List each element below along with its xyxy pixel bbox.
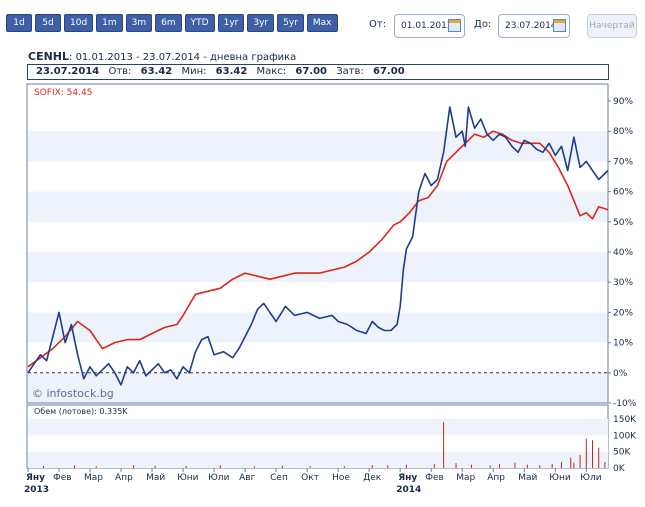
range-button-10d[interactable]: 10d bbox=[64, 14, 94, 32]
range-button-6m[interactable]: 6m bbox=[155, 14, 182, 32]
range-button-1yr[interactable]: 1yr bbox=[217, 14, 245, 32]
range-button-max[interactable]: Max bbox=[306, 14, 338, 32]
volume-grid-band bbox=[28, 419, 608, 436]
range-buttons: 1d 5d 10d 1m 3m 6m YTD 1yr 3yr 5yr Max bbox=[6, 14, 338, 32]
volume-grid-band bbox=[28, 451, 608, 468]
volume-tick-label: 100K bbox=[613, 431, 637, 441]
x-tick-label: Юни bbox=[549, 473, 571, 483]
draw-button[interactable]: Начертай bbox=[587, 14, 637, 38]
x-tick-label: Мар bbox=[84, 473, 103, 483]
grid-band bbox=[28, 372, 608, 403]
y-tick-label: 10% bbox=[613, 339, 633, 349]
max-value: 67.00 bbox=[295, 66, 327, 77]
x-tick-label: Юни bbox=[177, 473, 199, 483]
y-tick-label: 60% bbox=[613, 188, 633, 198]
watermark: © infostock.bg bbox=[32, 387, 114, 400]
x-tick-label: Юли bbox=[208, 473, 229, 483]
stats-bar: 23.07.2014 Отв: 63.42 Мин: 63.42 Макс: 6… bbox=[27, 64, 609, 80]
x-tick-label: Фев bbox=[425, 473, 444, 483]
grid-band bbox=[28, 252, 608, 283]
x-tick-label: Май bbox=[146, 473, 165, 483]
x-year-label: 2013 bbox=[24, 485, 49, 495]
range-button-3yr[interactable]: 3yr bbox=[247, 14, 275, 32]
to-label: До: bbox=[474, 19, 492, 30]
series-line-sofix bbox=[27, 130, 609, 368]
from-date-value: 01.01.2013 bbox=[401, 21, 453, 31]
chart-title: CENHL: 01.01.2013 - 23.07.2014 - дневна … bbox=[28, 50, 296, 63]
price-panel-frame bbox=[26, 83, 609, 404]
range-button-3m[interactable]: 3m bbox=[125, 14, 153, 32]
y-tick-label: 20% bbox=[613, 308, 633, 318]
range-button-1m[interactable]: 1m bbox=[96, 14, 123, 32]
range-button-5d[interactable]: 5d bbox=[35, 14, 61, 32]
from-label: От: bbox=[369, 19, 387, 30]
volume-label: Обем (лотове): 0.335K bbox=[34, 407, 128, 416]
x-tick-label: Авг bbox=[239, 473, 255, 483]
symbol-name: CENHL bbox=[28, 50, 70, 63]
min-value: 63.42 bbox=[215, 66, 248, 77]
x-tick-label: Апр bbox=[115, 473, 133, 483]
range-button-5yr[interactable]: 5yr bbox=[277, 14, 304, 32]
range-button-ytd[interactable]: YTD bbox=[184, 14, 215, 32]
to-date-input[interactable]: 23.07.2014 bbox=[498, 14, 570, 38]
min-label: Мин: bbox=[181, 66, 207, 77]
sofix-legend: SOFIX: 54.45 bbox=[34, 88, 92, 98]
stats-date: 23.07.2014 bbox=[36, 66, 100, 77]
x-tick-label: Май bbox=[518, 473, 537, 483]
range-button-1d[interactable]: 1d bbox=[6, 14, 32, 32]
x-tick-label: Яну bbox=[26, 473, 45, 483]
x-tick-label: Мар bbox=[456, 473, 475, 483]
series-line-cenhl bbox=[27, 106, 609, 386]
volume-grid-band bbox=[28, 435, 608, 452]
y-tick-label: 80% bbox=[613, 127, 633, 137]
x-tick-label: Дек bbox=[363, 473, 382, 483]
y-tick-label: 70% bbox=[613, 157, 633, 167]
open-label: Отв: bbox=[108, 66, 132, 77]
to-date-value: 23.07.2014 bbox=[505, 21, 557, 31]
calendar-icon[interactable] bbox=[553, 19, 566, 32]
max-label: Макс: bbox=[256, 66, 287, 77]
y-tick-label: 50% bbox=[613, 218, 633, 228]
x-tick-label: Апр bbox=[487, 473, 505, 483]
from-date-input[interactable]: 01.01.2013 bbox=[394, 14, 465, 38]
y-tick-label: 90% bbox=[613, 97, 633, 107]
calendar-icon[interactable] bbox=[448, 19, 461, 32]
y-tick-label: 40% bbox=[613, 248, 633, 258]
grid-band bbox=[28, 191, 608, 222]
x-tick-label: Окт bbox=[301, 473, 319, 483]
open-value: 63.42 bbox=[140, 66, 173, 77]
volume-tick-label: 150K bbox=[613, 415, 637, 425]
x-tick-label: Фев bbox=[53, 473, 72, 483]
x-tick-label: Юли bbox=[580, 473, 601, 483]
close-value: 67.00 bbox=[373, 66, 405, 77]
y-tick-label: -10% bbox=[613, 399, 637, 409]
y-tick-label: 0% bbox=[613, 369, 628, 379]
volume-tick-label: 0K bbox=[613, 464, 626, 474]
x-tick-label: Яну bbox=[398, 473, 417, 483]
x-tick-label: Сеп bbox=[270, 473, 288, 483]
period-text: : 01.01.2013 - 23.07.2014 - дневна графи… bbox=[69, 52, 297, 63]
volume-tick-label: 50K bbox=[613, 448, 631, 458]
close-label: Затв: bbox=[336, 66, 364, 77]
x-tick-label: Ное bbox=[332, 473, 350, 483]
y-tick-label: 30% bbox=[613, 278, 633, 288]
x-year-label: 2014 bbox=[396, 485, 421, 495]
